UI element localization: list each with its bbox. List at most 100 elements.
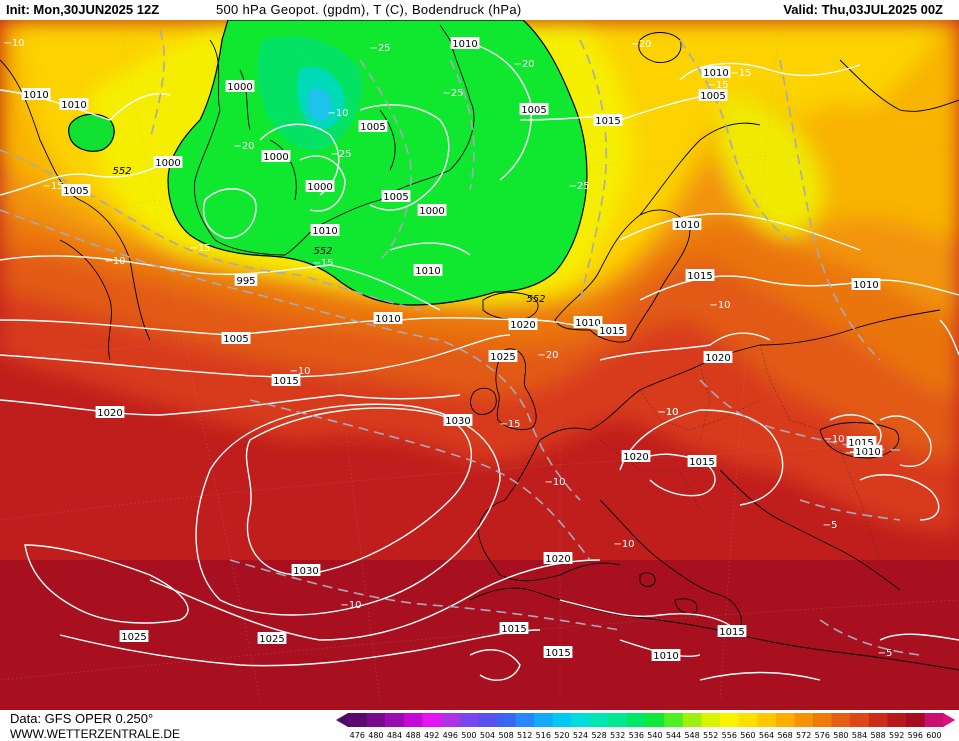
isobar-label-box (717, 625, 747, 637)
isobar-label-text: 1000 (227, 82, 252, 93)
temperature-label: −15 (189, 243, 210, 254)
isobar-label: 1030 (443, 414, 473, 427)
isobar-label-box (257, 632, 287, 644)
scale-swatch (775, 713, 795, 727)
temperature-label-text: −10 (657, 407, 678, 418)
scale-swatch (664, 713, 684, 727)
isobar-label: 1005 (519, 103, 549, 116)
temperature-label: −10 (657, 407, 678, 418)
isobar-label-text: 1005 (521, 105, 546, 116)
scale-swatch (757, 713, 777, 727)
temperature-label-text: −5 (878, 648, 893, 659)
isobar-label-text: 1025 (259, 634, 284, 645)
scale-swatch (887, 713, 907, 727)
scale-arrow-left (336, 713, 348, 727)
isobar-label-box (417, 204, 447, 216)
scale-value: 488 (405, 731, 420, 740)
isobar-label: 1010 (573, 316, 603, 329)
scale-swatch (850, 713, 870, 727)
isobar-label-text: 1025 (121, 632, 146, 643)
isobar-labels: 1010 1010 1000 1000 1000 1000 1005 1005 1005 1000… (21, 37, 883, 662)
temperature-label-text: −10 (844, 448, 865, 459)
temperature-label-text: −20 (537, 350, 558, 361)
isobar-label-text: 1015 (545, 648, 570, 659)
isobar-label: 1020 (703, 351, 733, 364)
isobar-label-text: 1015 (273, 376, 298, 387)
isobar-label-text: 1010 (61, 100, 86, 111)
isobar-label-box (687, 455, 717, 467)
isobar-label-box (672, 218, 702, 230)
isobar-label: 1000 (417, 204, 447, 217)
isobar-label-box (119, 630, 149, 642)
temperature-label-text: −25 (330, 149, 351, 160)
color-scale: 476 480 484 488 492 496 500 504 508 512 516 520 524 5… (336, 713, 956, 740)
temperature-label: −20 (537, 350, 558, 361)
scale-swatch (831, 713, 851, 727)
isobar-label: 1010 (450, 37, 480, 50)
isobar-label-box (358, 120, 388, 132)
isobar-label-text: 1005 (383, 192, 408, 203)
isobar-label-text: 1000 (263, 152, 288, 163)
isobar-label: 1020 (508, 318, 538, 331)
scale-value: 476 (350, 731, 365, 740)
temperature-label: −15 (730, 68, 751, 79)
isobar-lines (0, 39, 959, 681)
field-552-west (68, 113, 115, 152)
isobar-label: 1010 (851, 278, 881, 291)
scale-swatch (459, 713, 479, 727)
isobar-label-text: 1010 (575, 318, 600, 329)
isobar-label: 1015 (271, 374, 301, 387)
temperature-label: −15 (499, 419, 520, 430)
scale-value: 524 (573, 731, 588, 740)
isobar-label-text: 1010 (703, 68, 728, 79)
temperature-label-text: −15 (189, 243, 210, 254)
isobar-label-box (95, 406, 125, 418)
scale-value: 512 (517, 731, 532, 740)
temperature-label: −15 (707, 80, 728, 91)
isobar-label: 1020 (543, 552, 573, 565)
scale-swatch (422, 713, 442, 727)
scale-arrow-right (943, 713, 956, 727)
scale-swatch (720, 713, 740, 727)
temperature-label: −10 (844, 448, 865, 459)
scale-swatch (403, 713, 423, 727)
scale-value: 484 (387, 731, 402, 740)
scale-swatch (515, 713, 535, 727)
scale-swatch (571, 713, 591, 727)
scale-value: 500 (461, 731, 476, 740)
scale-value: 572 (796, 731, 811, 740)
isobar-label: 1000 (225, 80, 255, 93)
temperature-label: −10 (104, 256, 125, 267)
isobar-label-box (573, 316, 603, 328)
isobar-label-text: 1010 (653, 651, 678, 662)
temperature-label: −10 (3, 38, 24, 49)
isobar-label-text: 1000 (307, 182, 332, 193)
isobar-label-text: 1010 (452, 39, 477, 50)
scale-value: 504 (480, 731, 495, 740)
isobar-label-box (443, 414, 473, 426)
temperature-label: −10 (327, 108, 348, 119)
isobar-label: 1005 (221, 332, 251, 345)
scale-value: 584 (852, 731, 867, 740)
height-labels: 552 552 552 (112, 166, 545, 305)
scale-value: 536 (629, 731, 644, 740)
isobar-label-box (291, 564, 321, 576)
scale-value: 556 (722, 731, 737, 740)
temperature-label-text: −25 (442, 88, 463, 99)
isobar-label: 1010 (21, 88, 51, 101)
isobar-label-text: 1005 (700, 91, 725, 102)
temperature-labels: −25 −20−20−15−15−20−10−25−25−15−15−10 −15−… (3, 38, 893, 659)
isobar-label-box (651, 649, 681, 661)
temperature-label: −10 (340, 600, 361, 611)
temperature-label-text: −10 (3, 38, 24, 49)
isobar-label-box (703, 351, 733, 363)
isobar-label-text: 1010 (415, 266, 440, 277)
scale-swatch (738, 713, 758, 727)
scale-swatch (924, 713, 944, 727)
isobar-label: 1025 (488, 350, 518, 363)
scale-value: 564 (759, 731, 774, 740)
temperature-label-text: −10 (340, 600, 361, 611)
scale-swatch (906, 713, 926, 727)
temperature-label-text: −15 (499, 419, 520, 430)
isobar-label-box (413, 264, 443, 276)
